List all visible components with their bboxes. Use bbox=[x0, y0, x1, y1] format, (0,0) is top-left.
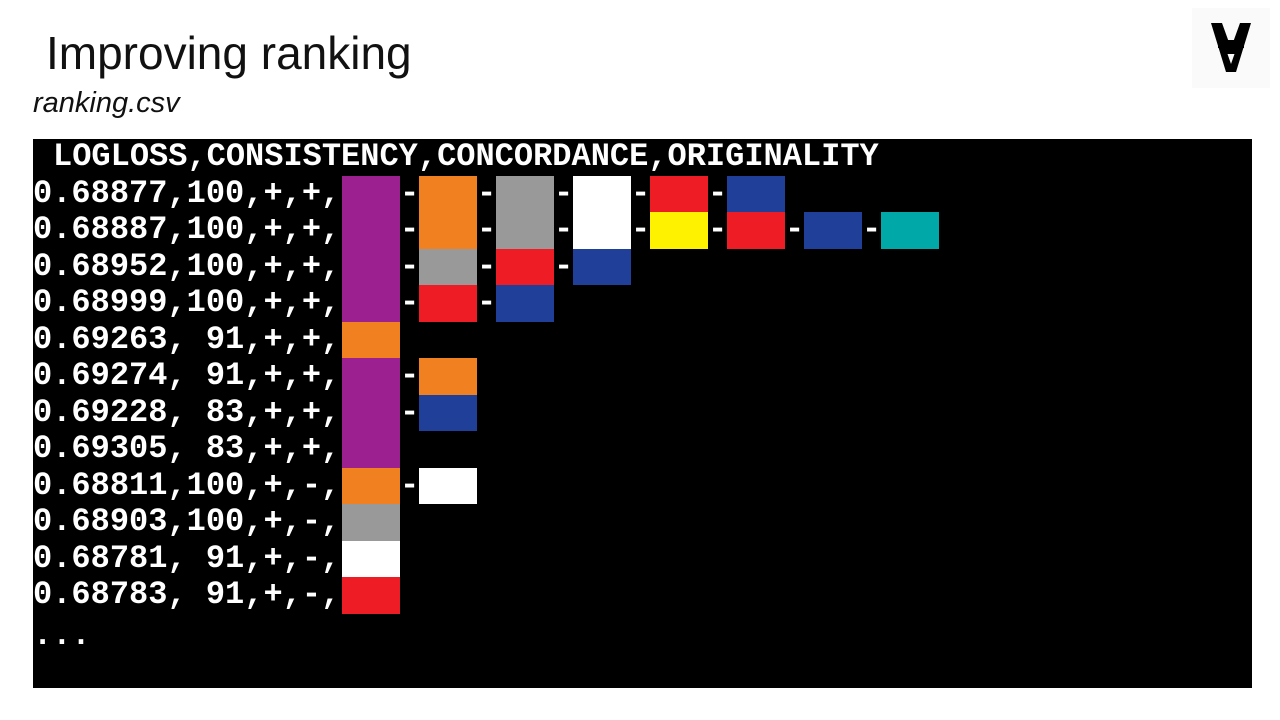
swatch-separator: - bbox=[477, 174, 497, 212]
color-swatch-orange bbox=[342, 321, 400, 358]
swatch-separator: - bbox=[400, 357, 420, 394]
color-swatch-purple bbox=[342, 175, 400, 212]
swatch-separator: - bbox=[708, 174, 728, 212]
swatch-separator: - bbox=[400, 466, 420, 504]
color-swatch-yellow bbox=[650, 212, 708, 249]
color-swatch-purple bbox=[342, 248, 400, 285]
swatch-separator: - bbox=[400, 174, 420, 212]
color-swatch-orange bbox=[419, 212, 477, 249]
color-swatch-blue bbox=[419, 394, 477, 431]
color-swatch-purple bbox=[342, 212, 400, 249]
ranking-row: 0.69305, 83,+,+, bbox=[33, 430, 1252, 468]
color-swatch-gray bbox=[496, 212, 554, 249]
swatch-separator: - bbox=[554, 247, 574, 285]
row-csv-text: 0.69274, 91,+,+, bbox=[33, 357, 341, 394]
swatch-separator: - bbox=[785, 211, 805, 248]
color-swatch-white bbox=[419, 467, 477, 504]
slide-subtitle: ranking.csv bbox=[33, 87, 180, 119]
color-swatch-gray bbox=[342, 504, 400, 541]
row-csv-text: 0.68783, 91,+,-, bbox=[33, 576, 341, 613]
csv-header: LOGLOSS,CONSISTENCY,CONCORDANCE,ORIGINAL… bbox=[53, 139, 879, 175]
ranking-row: 0.68811,100,+,-, - bbox=[33, 466, 1252, 504]
swatch-separator: - bbox=[631, 174, 651, 212]
color-swatch-purple bbox=[342, 358, 400, 395]
color-swatch-red bbox=[342, 577, 400, 614]
swatch-separator: - bbox=[477, 247, 497, 285]
row-csv-text: 0.68999,100,+,+, bbox=[33, 284, 341, 321]
color-swatch-red bbox=[650, 175, 708, 212]
swatch-separator: - bbox=[400, 284, 420, 321]
color-swatch-blue bbox=[573, 248, 631, 285]
color-swatch-blue bbox=[496, 285, 554, 322]
color-swatch-blue bbox=[804, 212, 862, 249]
ellipsis: ... bbox=[33, 616, 91, 654]
color-swatch-orange bbox=[419, 358, 477, 395]
color-swatch-purple bbox=[342, 285, 400, 322]
row-csv-text: 0.69305, 83,+,+, bbox=[33, 430, 341, 467]
row-csv-text: 0.68811,100,+,-, bbox=[33, 466, 341, 504]
color-swatch-purple bbox=[342, 394, 400, 431]
ranking-row: 0.68781, 91,+,-, bbox=[33, 539, 1252, 577]
ranking-row: 0.68952,100,+,+, - - - bbox=[33, 247, 1252, 285]
swatch-separator: - bbox=[708, 211, 728, 248]
color-swatch-gray bbox=[419, 248, 477, 285]
color-swatch-white bbox=[573, 175, 631, 212]
swatch-separator: - bbox=[631, 211, 651, 248]
terminal-output: LOGLOSS,CONSISTENCY,CONCORDANCE,ORIGINAL… bbox=[33, 139, 1252, 688]
swatch-separator: - bbox=[400, 247, 420, 285]
ranking-row: 0.68903,100,+,-, bbox=[33, 503, 1252, 541]
color-swatch-gray bbox=[496, 175, 554, 212]
swatch-separator: - bbox=[477, 284, 497, 321]
swatch-separator: - bbox=[400, 211, 420, 248]
color-swatch-teal bbox=[881, 212, 939, 249]
ranking-row: 0.68877,100,+,+, - - - - - bbox=[33, 174, 1252, 212]
ranking-row: 0.68783, 91,+,-, bbox=[33, 576, 1252, 614]
color-swatch-red bbox=[496, 248, 554, 285]
swatch-separator: - bbox=[862, 211, 882, 248]
row-csv-text: 0.69263, 91,+,+, bbox=[33, 320, 341, 358]
ranking-row: 0.69228, 83,+,+, - bbox=[33, 393, 1252, 431]
ranking-row: 0.69263, 91,+,+, bbox=[33, 320, 1252, 358]
row-csv-text: 0.68781, 91,+,-, bbox=[33, 539, 341, 577]
swatch-separator: - bbox=[554, 211, 574, 248]
color-swatch-white bbox=[573, 212, 631, 249]
row-csv-text: 0.68952,100,+,+, bbox=[33, 247, 341, 285]
row-csv-text: 0.68877,100,+,+, bbox=[33, 174, 341, 212]
slide-title: Improving ranking bbox=[46, 27, 412, 79]
row-csv-text: 0.69228, 83,+,+, bbox=[33, 393, 341, 431]
ranking-row: 0.68999,100,+,+, - - bbox=[33, 284, 1252, 322]
inverted-a-logo-icon bbox=[1192, 8, 1270, 88]
color-swatch-orange bbox=[342, 467, 400, 504]
color-swatch-red bbox=[727, 212, 785, 249]
row-csv-text: 0.68903,100,+,-, bbox=[33, 503, 341, 540]
ranking-row: 0.69274, 91,+,+, - bbox=[33, 357, 1252, 395]
swatch-separator: - bbox=[400, 393, 420, 431]
color-swatch-blue bbox=[727, 175, 785, 212]
color-swatch-red bbox=[419, 285, 477, 322]
ranking-row: 0.68887,100,+,+, - - - - - - - bbox=[33, 211, 1252, 249]
swatch-separator: - bbox=[554, 174, 574, 212]
row-csv-text: 0.68887,100,+,+, bbox=[33, 211, 341, 248]
swatch-separator: - bbox=[477, 211, 497, 248]
color-swatch-purple bbox=[342, 431, 400, 468]
color-swatch-orange bbox=[419, 175, 477, 212]
color-swatch-white bbox=[342, 540, 400, 577]
